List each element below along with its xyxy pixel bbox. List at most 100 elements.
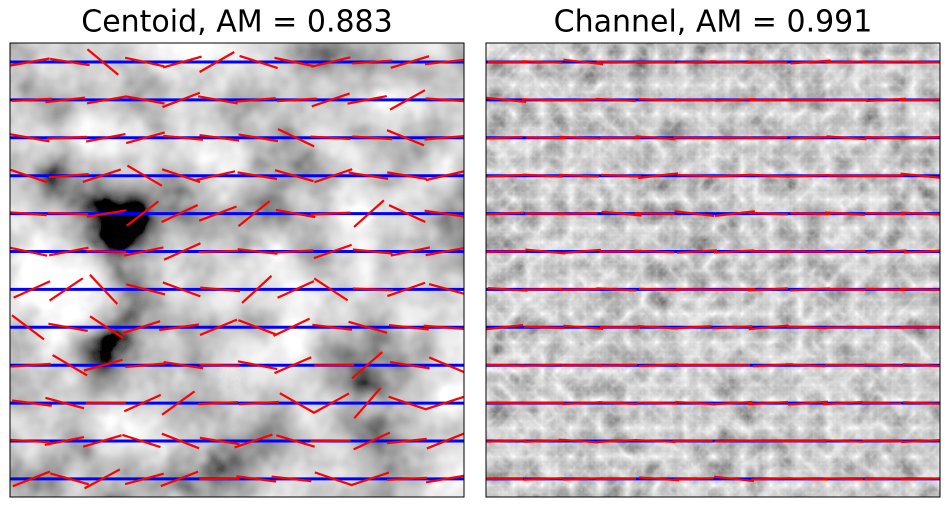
panel-title: Channel, AM = 0.991: [554, 5, 873, 40]
segment: [82, 434, 122, 448]
segment: [198, 95, 238, 105]
segment: [486, 323, 524, 331]
segment: [637, 324, 678, 330]
segment: [124, 56, 165, 68]
segment: [49, 472, 90, 486]
segment: [388, 323, 429, 331]
segment: [866, 97, 907, 103]
segment: [424, 209, 464, 218]
segment: [676, 249, 718, 254]
segment: [83, 358, 123, 372]
segment: [310, 135, 351, 141]
segment: [271, 475, 312, 483]
segment: [486, 211, 525, 216]
segment: [747, 136, 788, 140]
segment: [595, 97, 636, 103]
segment: [823, 477, 864, 481]
segment: [864, 135, 905, 140]
segment: [48, 322, 88, 333]
segment: [824, 211, 865, 216]
segment: [84, 468, 121, 490]
segment: [89, 274, 119, 305]
segment: [597, 363, 638, 367]
segment: [751, 477, 792, 481]
segment: [788, 400, 829, 406]
segment: [198, 249, 239, 254]
segment: [313, 277, 349, 302]
segment: [673, 477, 714, 481]
segment: [86, 95, 127, 105]
segment: [386, 129, 425, 147]
panel-title: Centoid, AM = 0.883: [81, 5, 392, 40]
segment: [10, 362, 51, 368]
segment: [747, 287, 788, 292]
segment: [520, 363, 561, 367]
segment: [635, 135, 676, 141]
segment: [675, 400, 716, 406]
segment: [676, 60, 717, 64]
segment: [557, 212, 598, 216]
segment: [388, 204, 426, 224]
field-image: [10, 43, 464, 497]
segment: [45, 96, 86, 104]
segment: [903, 249, 940, 254]
segment: [559, 173, 600, 178]
segment: [234, 433, 273, 449]
segment: [638, 172, 679, 180]
segment: [123, 393, 162, 413]
segment: [423, 324, 464, 330]
segment: [428, 283, 464, 295]
segment: [48, 277, 84, 302]
segment: [671, 325, 712, 330]
segment: [123, 246, 164, 257]
segment: [89, 315, 125, 340]
segment: [199, 318, 238, 336]
segment: [347, 94, 387, 105]
segment: [353, 387, 382, 419]
segment: [124, 472, 164, 486]
segment: [352, 248, 393, 255]
segment: [522, 60, 563, 64]
segment: [159, 323, 200, 332]
segment: [639, 476, 680, 482]
segment: [352, 135, 393, 141]
segment: [525, 248, 566, 255]
segment: [126, 164, 163, 187]
segment: [348, 320, 388, 334]
segment: [199, 363, 240, 367]
segment: [825, 60, 866, 64]
segment: [825, 287, 866, 291]
segment: [601, 173, 642, 178]
segment: [238, 133, 279, 143]
segment: [273, 249, 314, 254]
segment: [86, 48, 119, 76]
segment: [195, 170, 236, 182]
segment: [10, 211, 47, 217]
segment: [424, 58, 464, 66]
segment: [903, 401, 940, 405]
segment: [425, 474, 464, 484]
segment: [900, 211, 940, 216]
segment: [121, 320, 161, 335]
segment: [563, 324, 604, 331]
segment: [825, 363, 866, 367]
segment: [750, 250, 791, 253]
segment: [426, 432, 464, 450]
segment: [313, 392, 350, 414]
segment: [237, 171, 278, 181]
segment: [635, 438, 676, 444]
segment: [425, 395, 464, 411]
segment: [49, 57, 90, 67]
segment: [13, 280, 51, 299]
segment: [388, 395, 427, 411]
segment: [48, 172, 89, 179]
segment: [712, 325, 753, 330]
segment: [276, 97, 317, 103]
segment: [863, 325, 904, 329]
segment: [901, 438, 940, 444]
segment: [389, 89, 426, 111]
segment: [636, 401, 678, 405]
segment: [162, 55, 202, 69]
segment: [162, 281, 201, 298]
